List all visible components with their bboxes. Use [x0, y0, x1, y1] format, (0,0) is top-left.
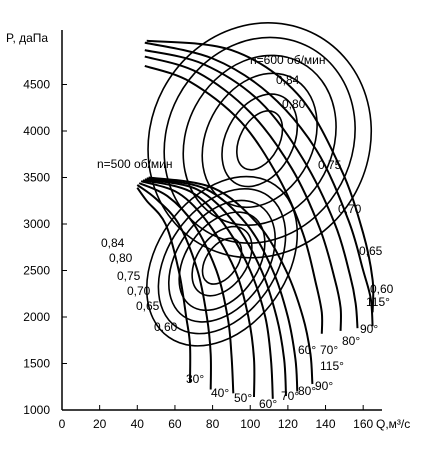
x-tick-label: 80 — [206, 417, 220, 431]
eff-500-084: 0,84 — [101, 236, 125, 250]
curve-600-80deg — [144, 49, 359, 329]
curve-500-115deg — [148, 176, 314, 385]
axes — [61, 30, 382, 411]
x-tick-label: 160 — [353, 417, 373, 431]
eff-ring-500-3 — [167, 199, 277, 323]
eff-ring-500-0 — [201, 237, 243, 285]
angle-500-60: 60° — [259, 397, 277, 411]
angle-500-30: 30° — [186, 372, 204, 386]
angle-500-80: 80° — [298, 384, 316, 398]
eff-600-070: 0,70 — [338, 202, 362, 216]
curve-500-70deg — [142, 179, 274, 399]
angle-600-115: 115° — [366, 295, 390, 309]
eff-600-075: 0,75 — [318, 158, 342, 172]
curve-500-40deg — [136, 184, 212, 390]
angle-600-70: 70° — [320, 343, 338, 357]
eff-ring-600-4 — [163, 36, 356, 244]
y-tick-label: 3000 — [23, 217, 50, 231]
curve-600-115deg — [146, 39, 375, 313]
eff-ring-500-5 — [145, 175, 299, 347]
angle-600-60: 60° — [298, 343, 316, 357]
eff-ring-500-1 — [191, 225, 253, 297]
eff-500-065: 0,65 — [136, 299, 160, 313]
x-tick-label: 60 — [168, 417, 182, 431]
eff-500-080: 0,80 — [109, 251, 133, 265]
y-tick-label: 2000 — [23, 310, 50, 324]
y-tick-label: 4000 — [23, 124, 50, 138]
x-tick-label: 20 — [93, 417, 107, 431]
angle-500-40: 40° — [211, 386, 229, 400]
eff-600-065: 0,65 — [359, 244, 383, 258]
eff-ring-500-2 — [178, 211, 266, 312]
y-tick-label: 1500 — [23, 357, 50, 371]
curves — [136, 22, 375, 399]
eff-500-070: 0,70 — [127, 284, 151, 298]
curve-600-90deg — [144, 41, 374, 327]
eff-ring-500-4 — [157, 187, 287, 335]
group-name-500: n=500 об/мин — [97, 157, 173, 171]
angle-500-50: 50° — [234, 391, 252, 405]
x-tick-label: 40 — [131, 417, 145, 431]
y-tick-label: 4500 — [23, 78, 50, 92]
group-name-600: n=600 об/мин — [250, 53, 326, 67]
angle-500-70: 70° — [281, 389, 299, 403]
x-tick-label: 140 — [316, 417, 336, 431]
angle-600-90: 90° — [360, 322, 378, 336]
angle-600-80: 80° — [342, 334, 360, 348]
angle-500-90: 90° — [315, 379, 333, 393]
curve-600-60deg — [144, 64, 324, 334]
y-axis-title: P, даПа — [6, 31, 48, 45]
y-tick-label: 1000 — [23, 403, 50, 417]
eff-ring-600-1 — [221, 93, 299, 188]
x-axis-title: Q,м³/с — [376, 417, 410, 431]
eff-600-060: 0,60 — [370, 282, 394, 296]
eff-500-060: 0,60 — [154, 320, 178, 334]
tick-labels: 0 20 40 60 80 100 120 140 160 1000 1500 2000 2500 300… — [23, 78, 373, 432]
eff-500-075: 0,75 — [117, 269, 141, 283]
curve-500-80deg — [144, 178, 287, 397]
x-tick-label: 120 — [278, 417, 298, 431]
y-tick-label: 2500 — [23, 264, 50, 278]
eff-600-084: 0,84 — [276, 73, 300, 87]
curve-500-50deg — [138, 182, 235, 394]
eff-600-080: 0,80 — [282, 97, 306, 111]
eff-ring-600-0 — [236, 110, 284, 171]
x-tick-label: 100 — [240, 417, 260, 431]
angle-500-115: 115° — [320, 359, 344, 373]
curve-600-70deg — [144, 55, 342, 331]
y-tick-label: 3500 — [23, 171, 50, 185]
x-tick-label: 0 — [59, 417, 66, 431]
